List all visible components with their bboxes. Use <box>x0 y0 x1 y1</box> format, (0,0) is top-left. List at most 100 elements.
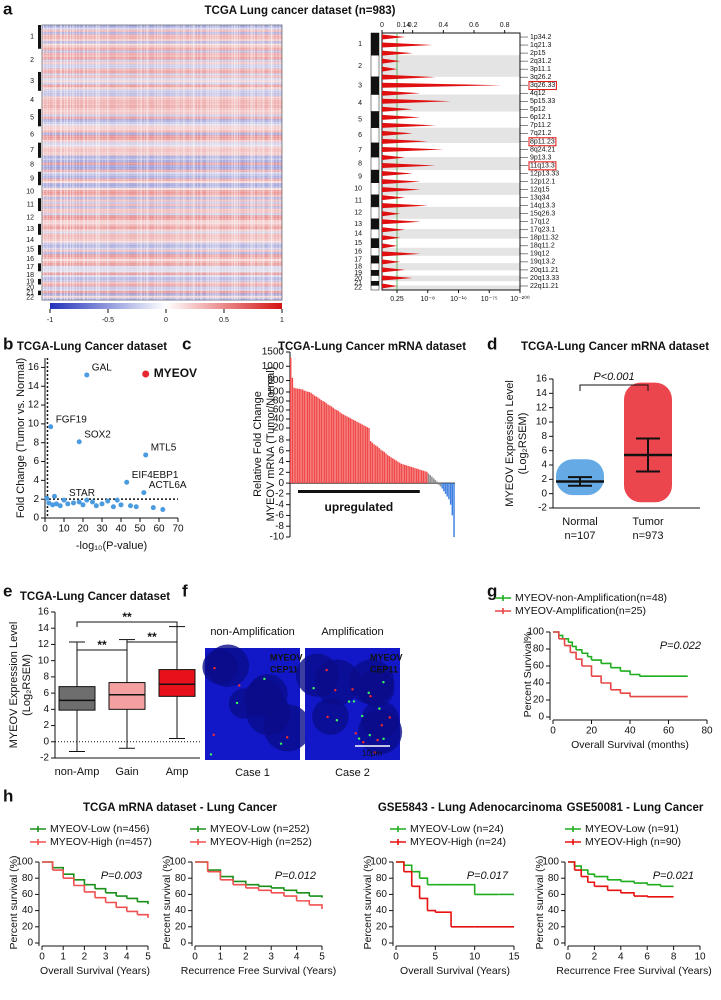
chromosome-bar <box>38 223 41 235</box>
x-tick-label: 70 <box>172 524 184 535</box>
survival-step <box>594 885 609 891</box>
x-tick-label: 30 <box>96 524 108 535</box>
bar <box>313 395 316 484</box>
point <box>99 501 105 507</box>
row-label: 15 <box>26 247 34 254</box>
chromosome-label: 4 <box>358 100 362 107</box>
heatmap-row <box>42 212 282 216</box>
bar <box>342 414 345 484</box>
heatmap-row <box>42 160 282 163</box>
cytoband-label: 6p12.1 <box>530 114 552 121</box>
y-tick-label: 16 <box>38 607 50 618</box>
bar <box>369 441 372 484</box>
y-tick-label: 60 <box>22 889 34 900</box>
chart-title: TCGA-Lung Cancer dataset <box>17 341 167 353</box>
axes <box>191 862 322 947</box>
y-axis-label: MYEOV Expression Level <box>504 380 516 507</box>
heatmap-streak <box>279 25 280 300</box>
panel-label: f <box>182 581 188 600</box>
survival-step <box>553 631 560 639</box>
y-axis-label: Percent survival (%) <box>161 856 173 950</box>
ideogram <box>370 94 380 112</box>
bar <box>368 428 370 484</box>
bar <box>417 469 420 484</box>
probe-label: MYEOV <box>270 652 303 662</box>
heatmap-row <box>42 215 282 218</box>
heatmap-row <box>42 274 282 278</box>
nucleus <box>202 649 238 685</box>
bar <box>409 466 411 484</box>
x-tick-label: Gain <box>115 766 138 778</box>
cytoband-label: 9p13.3 <box>530 154 552 161</box>
cytoband-label: 2q31.2 <box>530 58 552 65</box>
bar <box>403 464 406 484</box>
bar <box>322 401 324 484</box>
heatmap-streak <box>123 25 124 300</box>
chromosome-band <box>382 275 520 282</box>
survival-step <box>233 883 247 888</box>
heatmap-streak <box>276 25 277 300</box>
x-tick-label: 0 <box>380 22 384 29</box>
heatmap-streak <box>247 25 249 300</box>
x-tick-label: 0.8 <box>500 22 510 29</box>
x-tick-label: 0.2 <box>408 22 418 29</box>
bar <box>400 463 403 484</box>
x-tick-label: -1 <box>47 317 53 324</box>
x-tick-label: 0 <box>565 952 571 963</box>
panel-label: a <box>3 0 13 18</box>
heatmap-streak <box>272 25 274 300</box>
y-tick-label: 60 <box>548 889 560 900</box>
x-tick-label: Amp <box>166 766 189 778</box>
heatmap-streak <box>257 25 259 300</box>
point <box>141 490 147 496</box>
heatmap-streak <box>141 25 143 300</box>
row-label: 8 <box>30 162 34 169</box>
heatmap-streak <box>52 25 54 300</box>
heatmap-row <box>42 297 282 301</box>
legend-swatch <box>30 839 46 845</box>
heatmap-streak <box>176 25 178 300</box>
heatmap-streak <box>64 25 66 300</box>
heatmap-streak <box>234 25 235 300</box>
y-tick-label: -6 <box>275 510 284 521</box>
heatmap-row <box>42 176 282 179</box>
y-axis-label: Percent survival (%) <box>534 856 546 950</box>
bracket <box>126 641 178 647</box>
x-tick-label: 0.5 <box>219 317 229 324</box>
ideogram <box>370 76 380 95</box>
heatmap-streak <box>98 25 100 300</box>
heatmap-row <box>42 47 282 51</box>
chromosome-label: 10 <box>354 186 362 193</box>
peak <box>382 187 421 193</box>
bar <box>424 471 426 484</box>
peak <box>382 138 428 144</box>
point <box>76 499 82 505</box>
survival-step <box>84 883 96 889</box>
heatmap-streak <box>179 25 181 300</box>
heatmap-row <box>42 105 282 108</box>
annotation: P=0.017 <box>467 870 509 882</box>
chromosome-label: 14 <box>354 231 362 238</box>
row-label: 19 <box>26 279 34 286</box>
heatmap-streak <box>60 25 61 300</box>
bar <box>307 391 309 484</box>
bar <box>315 396 317 484</box>
heatmap-streak <box>209 25 211 300</box>
heatmap-streak <box>230 25 232 300</box>
x-tick-label: 4 <box>294 952 300 963</box>
heatmap-streak <box>251 25 253 300</box>
signal <box>369 695 372 698</box>
box <box>108 682 146 710</box>
cytoband-label: 13q34 <box>530 194 550 201</box>
heatmap-streak <box>216 25 218 300</box>
y-tick-label: 40 <box>548 905 560 916</box>
peak <box>382 58 401 64</box>
significance: ** <box>97 638 107 652</box>
x-tick-label: 0 <box>164 317 168 324</box>
peak <box>382 219 421 225</box>
chart-title: TCGA-Lung Cancer dataset <box>20 591 170 603</box>
bar <box>329 405 331 484</box>
heatmap-row <box>42 270 282 273</box>
signal <box>285 736 289 739</box>
